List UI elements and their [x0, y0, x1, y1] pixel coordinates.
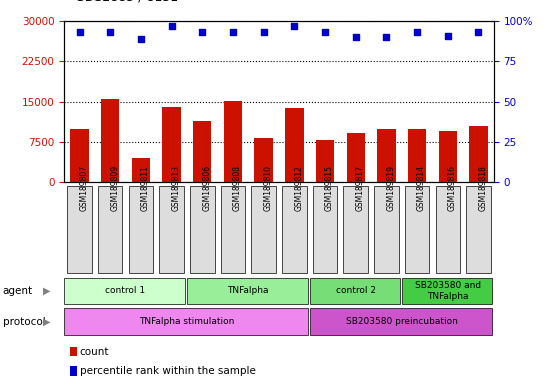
- FancyBboxPatch shape: [160, 186, 184, 273]
- Point: [320, 29, 329, 35]
- FancyBboxPatch shape: [435, 186, 460, 273]
- Point: [75, 29, 84, 35]
- Text: agent: agent: [3, 286, 33, 296]
- Text: GSM189819: GSM189819: [386, 165, 396, 211]
- Text: count: count: [80, 347, 109, 357]
- Text: TNFalpha stimulation: TNFalpha stimulation: [140, 317, 234, 326]
- FancyBboxPatch shape: [312, 186, 337, 273]
- Bar: [101, 99, 119, 182]
- Text: control 2: control 2: [336, 286, 376, 295]
- Text: TNFalpha: TNFalpha: [228, 286, 269, 295]
- Text: SB203580 and
TNFalpha: SB203580 and TNFalpha: [415, 281, 481, 301]
- Text: GSM189816: GSM189816: [448, 165, 457, 211]
- FancyBboxPatch shape: [64, 278, 185, 304]
- Text: GSM189812: GSM189812: [295, 165, 304, 211]
- Text: GSM189807: GSM189807: [79, 165, 89, 211]
- FancyBboxPatch shape: [187, 278, 308, 304]
- Point: [474, 29, 483, 35]
- Bar: [254, 138, 273, 182]
- FancyBboxPatch shape: [343, 186, 368, 273]
- Text: GSM189817: GSM189817: [356, 165, 365, 211]
- Bar: [439, 131, 457, 182]
- Text: ▶: ▶: [43, 286, 50, 296]
- FancyBboxPatch shape: [68, 186, 92, 273]
- Text: control 1: control 1: [105, 286, 146, 295]
- FancyBboxPatch shape: [64, 308, 308, 335]
- Text: percentile rank within the sample: percentile rank within the sample: [80, 366, 256, 376]
- Bar: [377, 129, 396, 182]
- Point: [351, 34, 360, 40]
- FancyBboxPatch shape: [282, 186, 307, 273]
- Text: GSM189809: GSM189809: [110, 165, 119, 211]
- Text: GSM189818: GSM189818: [478, 165, 488, 211]
- Text: ▶: ▶: [43, 316, 50, 327]
- Point: [136, 36, 145, 42]
- Point: [443, 33, 452, 39]
- Bar: [132, 158, 150, 182]
- Bar: [162, 107, 181, 182]
- FancyBboxPatch shape: [310, 278, 400, 304]
- Bar: [193, 121, 211, 182]
- Point: [290, 23, 299, 29]
- Text: protocol: protocol: [3, 316, 46, 327]
- Text: SB203580 preincubation: SB203580 preincubation: [346, 317, 458, 326]
- Text: GSM189808: GSM189808: [233, 165, 242, 211]
- FancyBboxPatch shape: [128, 186, 153, 273]
- Point: [382, 34, 391, 40]
- Bar: [408, 129, 426, 182]
- FancyBboxPatch shape: [310, 308, 492, 335]
- Point: [259, 29, 268, 35]
- Bar: [285, 108, 304, 182]
- FancyBboxPatch shape: [374, 186, 398, 273]
- FancyBboxPatch shape: [220, 186, 245, 273]
- Text: GDS2885 / 8131: GDS2885 / 8131: [75, 0, 179, 4]
- Point: [105, 29, 115, 35]
- FancyBboxPatch shape: [98, 186, 123, 273]
- FancyBboxPatch shape: [190, 186, 214, 273]
- FancyBboxPatch shape: [405, 186, 430, 273]
- Point: [228, 29, 237, 35]
- FancyBboxPatch shape: [251, 186, 276, 273]
- Bar: [224, 101, 242, 182]
- Text: GSM189815: GSM189815: [325, 165, 334, 211]
- Text: GSM189811: GSM189811: [141, 165, 150, 211]
- FancyBboxPatch shape: [466, 186, 491, 273]
- FancyBboxPatch shape: [402, 278, 492, 304]
- Text: GSM189813: GSM189813: [171, 165, 181, 211]
- Text: GSM189814: GSM189814: [417, 165, 426, 211]
- Point: [198, 29, 206, 35]
- Bar: [70, 129, 89, 182]
- Text: GSM189806: GSM189806: [202, 165, 211, 211]
- Point: [412, 29, 421, 35]
- Bar: [316, 141, 334, 182]
- Point: [167, 23, 176, 29]
- Bar: [469, 126, 488, 182]
- Text: GSM189810: GSM189810: [263, 165, 273, 211]
- Bar: [347, 133, 365, 182]
